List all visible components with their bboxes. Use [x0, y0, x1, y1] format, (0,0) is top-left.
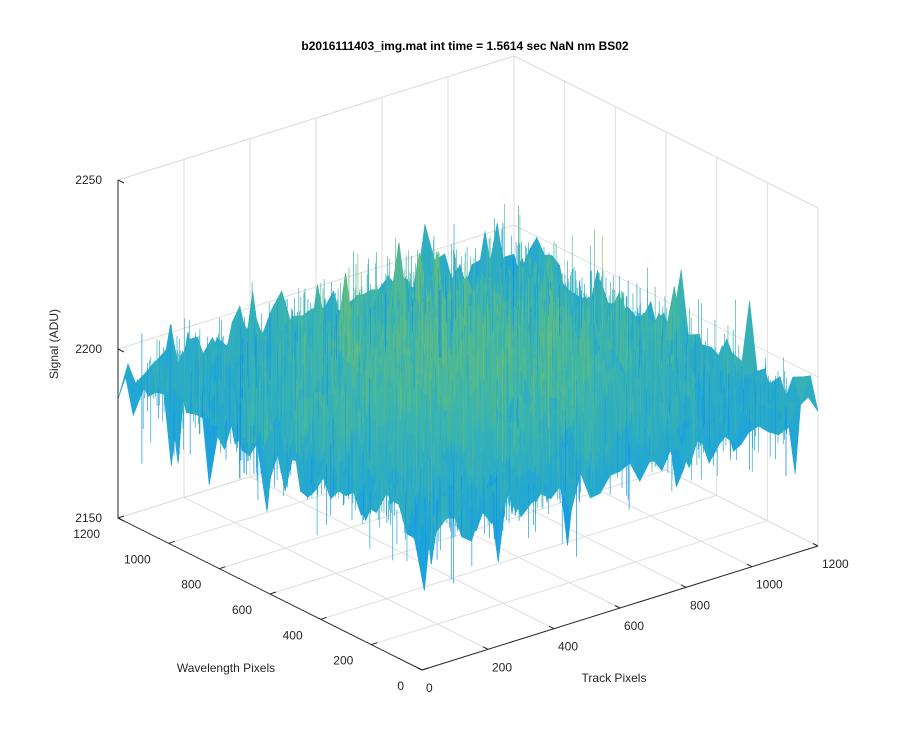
x-tick [614, 605, 621, 609]
wall-gridline-z [117, 55, 515, 181]
tick-labels: 0 200 400 600 800 1000 1200 0 200 400 600 800 1000 12… [73, 173, 849, 695]
y-tick-label: 600 [232, 603, 252, 617]
x-tick [680, 584, 687, 588]
x-tick-label: 1000 [756, 578, 783, 592]
z-tick-label: 2150 [75, 511, 102, 525]
y-tick-label: 400 [283, 628, 303, 642]
y-tick-label: 200 [333, 654, 353, 668]
wall-gridline-z [513, 55, 819, 209]
wall-gridline-z [117, 224, 515, 350]
x-tick [416, 667, 423, 671]
x-tick [548, 625, 555, 630]
surface-mesh [117, 204, 819, 591]
x-tick-label: 800 [690, 598, 710, 612]
z-axis-label: Signal (ADU) [47, 309, 61, 379]
z-tick-label: 2200 [75, 342, 102, 356]
axes-lines [117, 179, 819, 671]
x-tick-label: 0 [426, 681, 433, 695]
y-tick [117, 515, 125, 519]
z-tick [117, 517, 125, 522]
floor-gridline-y [320, 494, 717, 620]
z-tick [117, 348, 125, 353]
y-axis-label: Wavelength Pixels [177, 661, 275, 675]
x-tick [746, 563, 753, 568]
y-tick [219, 566, 226, 570]
x-tick-label: 400 [558, 640, 578, 654]
wall-gridline-z [513, 224, 819, 378]
y-tick [168, 540, 175, 544]
y-tick [421, 667, 429, 671]
x-tick-label: 200 [492, 660, 512, 674]
y-tick [371, 642, 378, 646]
chart-title: b2016111403_img.mat int time = 1.5614 se… [301, 39, 629, 53]
x-axis-label: Track Pixels [582, 671, 647, 685]
x-tick-label: 1200 [822, 557, 849, 571]
y-tick-label: 800 [181, 578, 201, 592]
y-tick-label: 1000 [124, 552, 151, 566]
z-tick-label: 2250 [75, 173, 102, 187]
z-tick [117, 179, 125, 184]
y-tick [320, 616, 327, 620]
y-tick-label: 0 [397, 679, 404, 693]
floor-gridline-y [371, 520, 768, 646]
y-tick [269, 591, 277, 595]
y-tick-label: 1200 [73, 527, 100, 541]
x-tick [482, 646, 489, 650]
x-tick-label: 600 [624, 619, 644, 633]
x-tick [812, 543, 819, 547]
